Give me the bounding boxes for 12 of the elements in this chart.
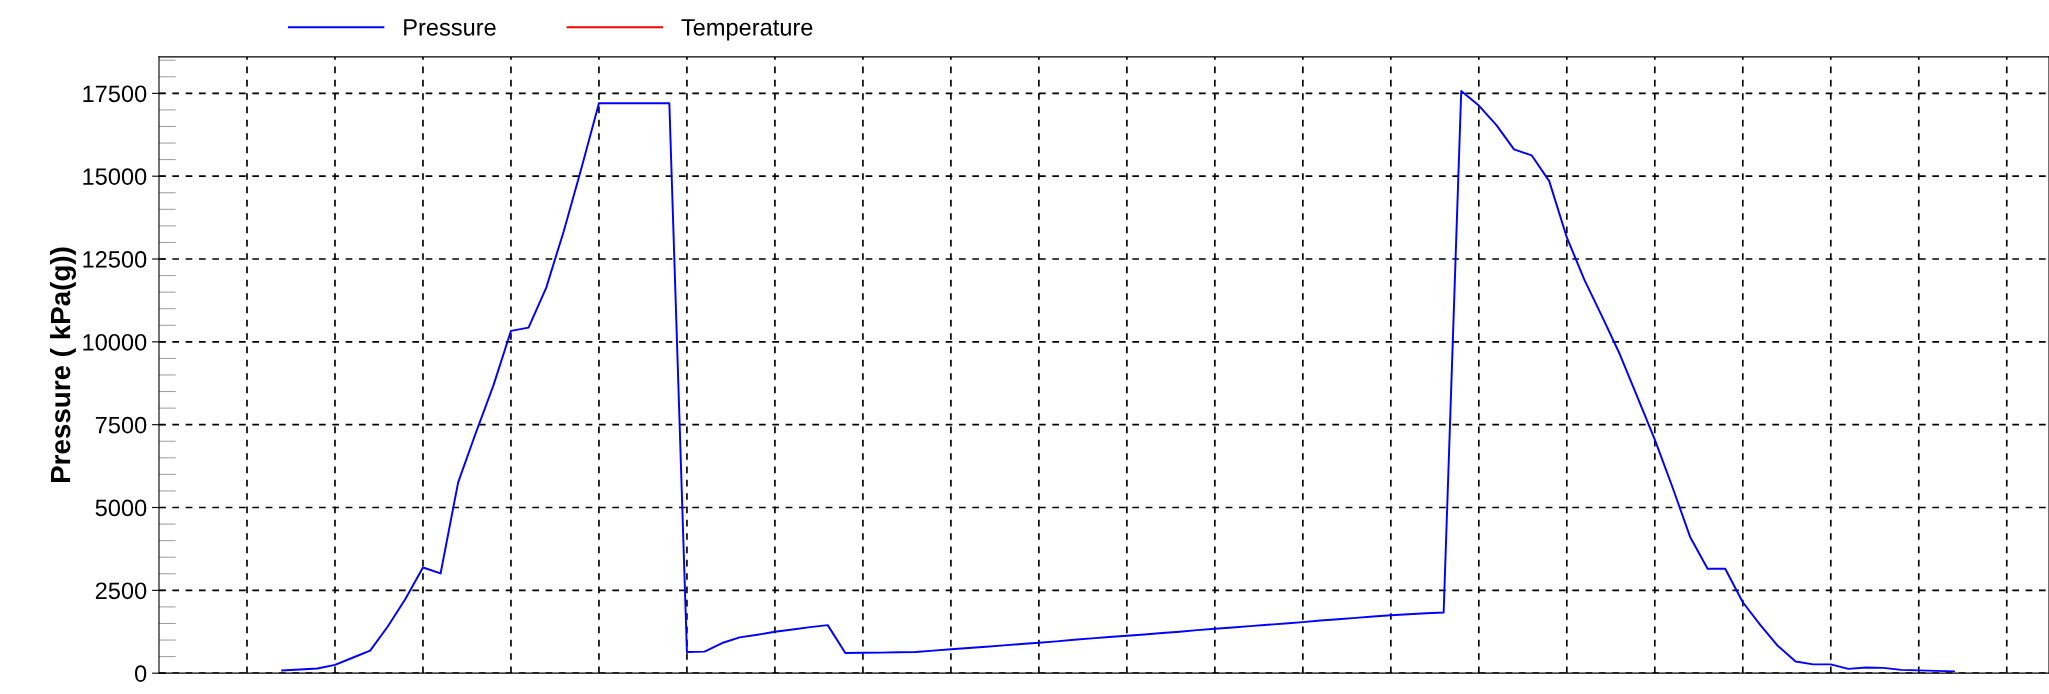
y-tick-label: 15000 — [83, 168, 147, 185]
y-tick-label: 2500 — [95, 582, 147, 600]
y-tick-label: 0 — [134, 665, 147, 682]
y-tick-label: 17500 — [83, 85, 147, 103]
y-axis-title: Pressure ( kPa(g)) — [49, 247, 76, 483]
y-tick-label: 7500 — [95, 416, 147, 434]
y-tick-label: 12500 — [83, 251, 147, 268]
line-series — [281, 90, 1955, 673]
y-tick-label: 10000 — [83, 333, 147, 351]
legend-label: Pressure — [404, 19, 496, 36]
y-tick-label: 5000 — [95, 499, 147, 517]
legend-label: Temperature — [681, 19, 813, 41]
